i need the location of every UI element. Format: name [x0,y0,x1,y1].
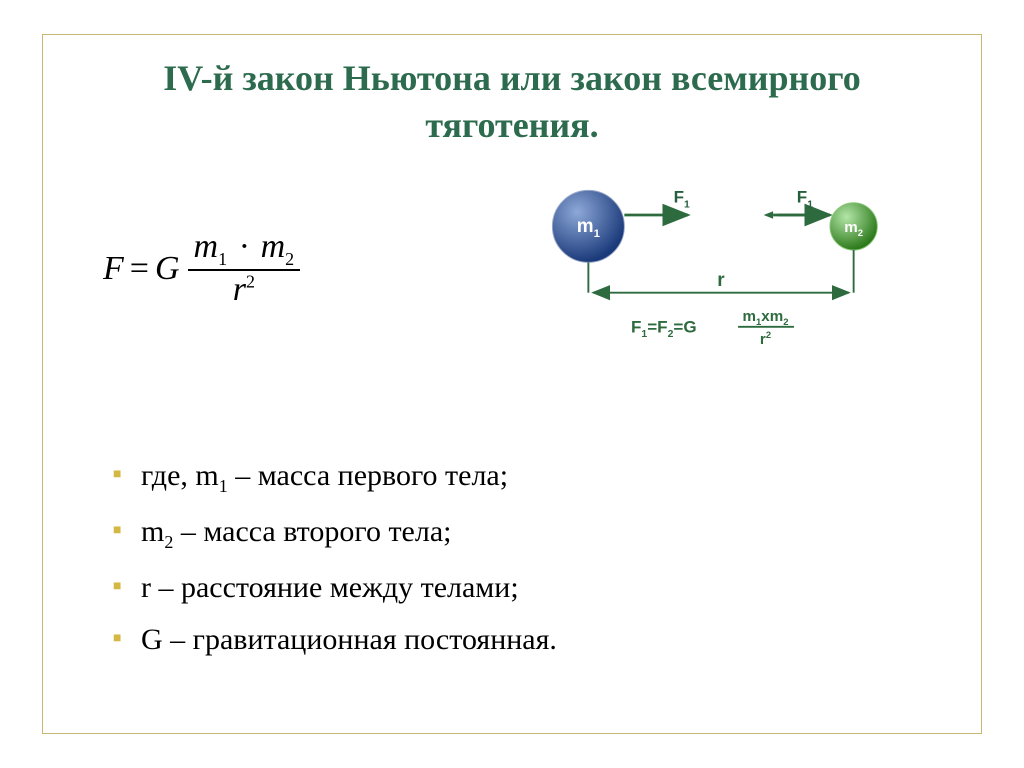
def-sub: 2 [164,532,173,552]
definition-item: m2 – масса второго тела; [113,515,941,553]
slide-title: IV-й закон Ньютона или закон всемирного … [83,55,941,149]
force-arrow-2-head [764,211,773,219]
formula-lhs: F [103,250,124,288]
definition-item: r – расстояние между телами; [113,571,941,605]
def-pre: G – гравитационная постоянная. [141,623,557,656]
def-sub: 1 [219,476,228,496]
def-post: – масса первого тела; [228,459,508,492]
diag-eq-den: r2 [760,330,771,348]
diagram: m1 F1 F1 m2 r [521,179,921,359]
definition-item: G – гравитационная постоянная. [113,623,941,657]
diag-eq-num: m1xm2 [743,308,789,328]
formula-denominator: r2 [227,271,261,309]
formula-m1sub: 1 [218,248,227,268]
f1-label-a: F1 [674,187,690,210]
formula-r: r [233,271,246,308]
diag-eq-left: F1=F2=G [631,317,697,340]
formula-m1: m [194,228,219,265]
main-formula: F = G m1 · m2 r2 [103,228,300,310]
formula-rsup: 2 [246,272,255,292]
definition-item: где, m1 – масса первого тела; [113,459,941,497]
formula-m2sub: 2 [285,248,294,268]
def-post: – масса второго тела; [173,515,451,548]
def-pre: m [141,515,164,548]
formula-G: G [155,250,180,288]
content-row: F = G m1 · m2 r2 [83,179,941,359]
formula-eq: = [130,250,149,288]
slide-frame: IV-й закон Ньютона или закон всемирного … [42,34,982,734]
formula-m2: m [261,228,286,265]
definitions-list: где, m1 – масса первого тела; m2 – масса… [83,459,941,657]
formula-dot: · [240,228,249,265]
r-label: r [717,270,725,291]
def-pre: где, m [141,459,219,492]
formula-fraction: m1 · m2 r2 [188,228,301,310]
f1-label-b: F1 [797,187,813,210]
formula-numerator: m1 · m2 [188,228,301,272]
def-pre: r – расстояние между телами; [141,571,519,604]
